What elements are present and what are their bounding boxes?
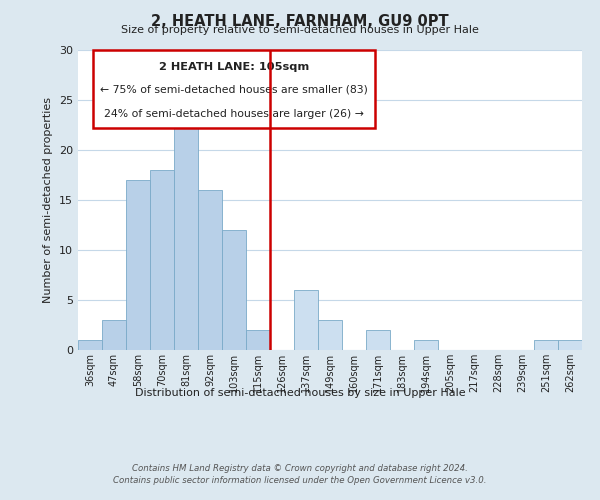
Bar xyxy=(126,180,150,350)
Bar xyxy=(222,230,246,350)
Text: Size of property relative to semi-detached houses in Upper Hale: Size of property relative to semi-detach… xyxy=(121,25,479,35)
Text: Contains HM Land Registry data © Crown copyright and database right 2024.: Contains HM Land Registry data © Crown c… xyxy=(132,464,468,473)
Text: 24% of semi-detached houses are larger (26) →: 24% of semi-detached houses are larger (… xyxy=(104,108,364,118)
Bar xyxy=(78,340,102,350)
Bar xyxy=(534,340,558,350)
Bar xyxy=(558,340,582,350)
Bar xyxy=(318,320,342,350)
Bar xyxy=(198,190,222,350)
Bar xyxy=(102,320,126,350)
Text: 2 HEATH LANE: 105sqm: 2 HEATH LANE: 105sqm xyxy=(159,62,310,72)
Bar xyxy=(150,170,174,350)
Text: Contains public sector information licensed under the Open Government Licence v3: Contains public sector information licen… xyxy=(113,476,487,485)
Text: 2, HEATH LANE, FARNHAM, GU9 0PT: 2, HEATH LANE, FARNHAM, GU9 0PT xyxy=(151,14,449,29)
Bar xyxy=(246,330,270,350)
FancyBboxPatch shape xyxy=(93,50,376,128)
Bar xyxy=(294,290,318,350)
Bar xyxy=(366,330,390,350)
Bar xyxy=(174,100,198,350)
Bar xyxy=(414,340,438,350)
Y-axis label: Number of semi-detached properties: Number of semi-detached properties xyxy=(43,97,53,303)
Text: ← 75% of semi-detached houses are smaller (83): ← 75% of semi-detached houses are smalle… xyxy=(100,84,368,94)
Text: Distribution of semi-detached houses by size in Upper Hale: Distribution of semi-detached houses by … xyxy=(134,388,466,398)
